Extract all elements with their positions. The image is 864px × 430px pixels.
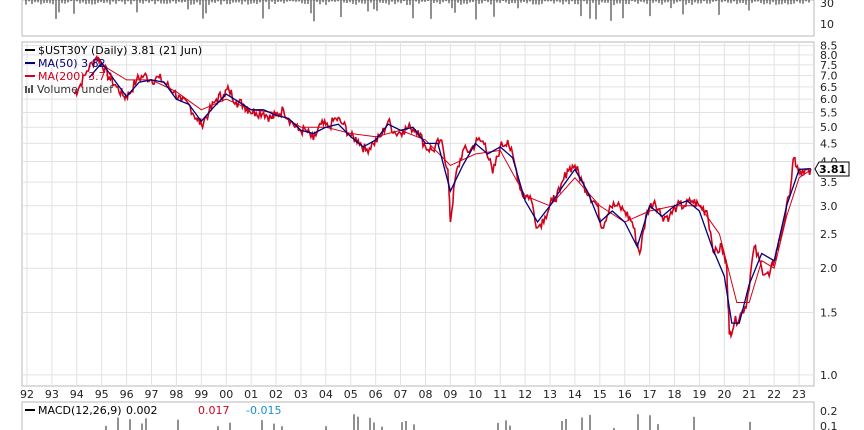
x-tick-label: 99 xyxy=(194,388,208,401)
macd-bars xyxy=(105,414,751,430)
main-panel-frame xyxy=(21,41,815,387)
y-tick-label: 8.5 xyxy=(820,40,838,53)
x-tick-label: 23 xyxy=(792,388,806,401)
x-tick-label: 92 xyxy=(20,388,34,401)
x-tick-label: 04 xyxy=(319,388,333,401)
x-tick-label: 20 xyxy=(717,388,731,401)
x-tick-labels: 92 93 94 95 96 97 98 99 00 01 02 03 04 05 06 07 08 09 10 11… xyxy=(20,388,806,401)
volume-bars xyxy=(25,0,810,22)
x-tick-label: 98 xyxy=(169,388,183,401)
x-tick-label: 93 xyxy=(45,388,59,401)
x-tick-label: 10 xyxy=(468,388,482,401)
volume-panel: 30 10 xyxy=(21,0,834,37)
macd-legend-v3: -0.015 xyxy=(246,404,281,417)
horizontal-gridlines xyxy=(22,45,814,376)
x-tick-label: 97 xyxy=(145,388,159,401)
x-tick-label: 08 xyxy=(418,388,432,401)
macd-legend-label: MACD(12,26,9) xyxy=(38,404,122,417)
y-tick-label: 3.5 xyxy=(820,176,838,189)
x-tick-label: 17 xyxy=(643,388,657,401)
y-tick-label: 1.0 xyxy=(820,369,838,382)
y-tick-label: 6.0 xyxy=(820,93,838,106)
x-tick-label: 03 xyxy=(294,388,308,401)
y-tick-label: 2.5 xyxy=(820,228,838,241)
macd-tick: 0.1 xyxy=(820,420,838,430)
last-value-badge: 3.81 xyxy=(814,161,850,177)
x-tick-label: 07 xyxy=(394,388,408,401)
x-tick-label: 95 xyxy=(95,388,109,401)
y-tick-label: 7.0 xyxy=(820,69,838,82)
legend: $UST30Y (Daily) 3.81 (21 Jun) MA(50) 3.8… xyxy=(25,44,202,96)
x-tick-label: 14 xyxy=(568,388,582,401)
macd-legend-v1: 0.002 xyxy=(126,404,158,417)
legend-ma50: MA(50) 3.82 xyxy=(38,57,106,70)
x-tick-label: 18 xyxy=(668,388,682,401)
x-tick-label: 94 xyxy=(70,388,84,401)
last-value-badge-text: 3.81 xyxy=(819,163,846,176)
x-tick-label: 22 xyxy=(767,388,781,401)
volume-tick: 30 xyxy=(820,0,834,10)
macd-panel-frame xyxy=(21,401,815,430)
vertical-gridlines xyxy=(26,42,800,386)
y-tick-label: 2.0 xyxy=(820,262,838,275)
y-tick-label: 6.5 xyxy=(820,81,838,94)
macd-legend-v2: 0.017 xyxy=(198,404,230,417)
x-tick-label: 96 xyxy=(120,388,134,401)
volume-icon xyxy=(25,85,33,93)
y-tick-label: 5.5 xyxy=(820,107,838,120)
legend-ma200: MA(200) 3.79 xyxy=(38,70,113,83)
x-tick-label: 15 xyxy=(593,388,607,401)
x-tick-label: 02 xyxy=(269,388,283,401)
x-tick-label: 13 xyxy=(543,388,557,401)
y-tick-label: 3.0 xyxy=(820,200,838,213)
x-tick-label: 09 xyxy=(443,388,457,401)
x-tick-label: 16 xyxy=(618,388,632,401)
y-tick-label: 7.5 xyxy=(820,59,838,72)
main-panel: 8.58.07.57.06.56.05.55.04.54.03.53.02.52… xyxy=(20,40,850,401)
legend-symbol: $UST30Y (Daily) 3.81 (21 Jun) xyxy=(38,44,202,57)
volume-tick: 10 xyxy=(820,18,834,31)
volume-panel-frame xyxy=(21,0,815,37)
ma50-line xyxy=(88,61,811,324)
x-tick-label: 05 xyxy=(344,388,358,401)
y-tick-label: 1.5 xyxy=(820,306,838,319)
x-tick-label: 06 xyxy=(369,388,383,401)
x-tick-label: 01 xyxy=(244,388,258,401)
y-tick-label: 8.0 xyxy=(820,49,838,62)
x-tick-label: 21 xyxy=(742,388,756,401)
x-tick-label: 11 xyxy=(493,388,507,401)
last-value-badge-shape xyxy=(814,161,850,177)
macd-panel: MACD(12,26,9) 0.002 0.017 -0.015 0.2 0.1 xyxy=(21,401,838,430)
y-tick-labels: 8.58.07.57.06.56.05.55.04.54.03.53.02.52… xyxy=(820,40,838,382)
y-tick-label: 5.0 xyxy=(820,121,838,134)
x-tick-label: 00 xyxy=(219,388,233,401)
legend-volume: Volume undef xyxy=(37,83,114,96)
x-tick-label: 12 xyxy=(518,388,532,401)
y-tick-label: 4.5 xyxy=(820,137,838,150)
macd-tick: 0.2 xyxy=(820,405,838,418)
x-tick-label: 19 xyxy=(692,388,706,401)
